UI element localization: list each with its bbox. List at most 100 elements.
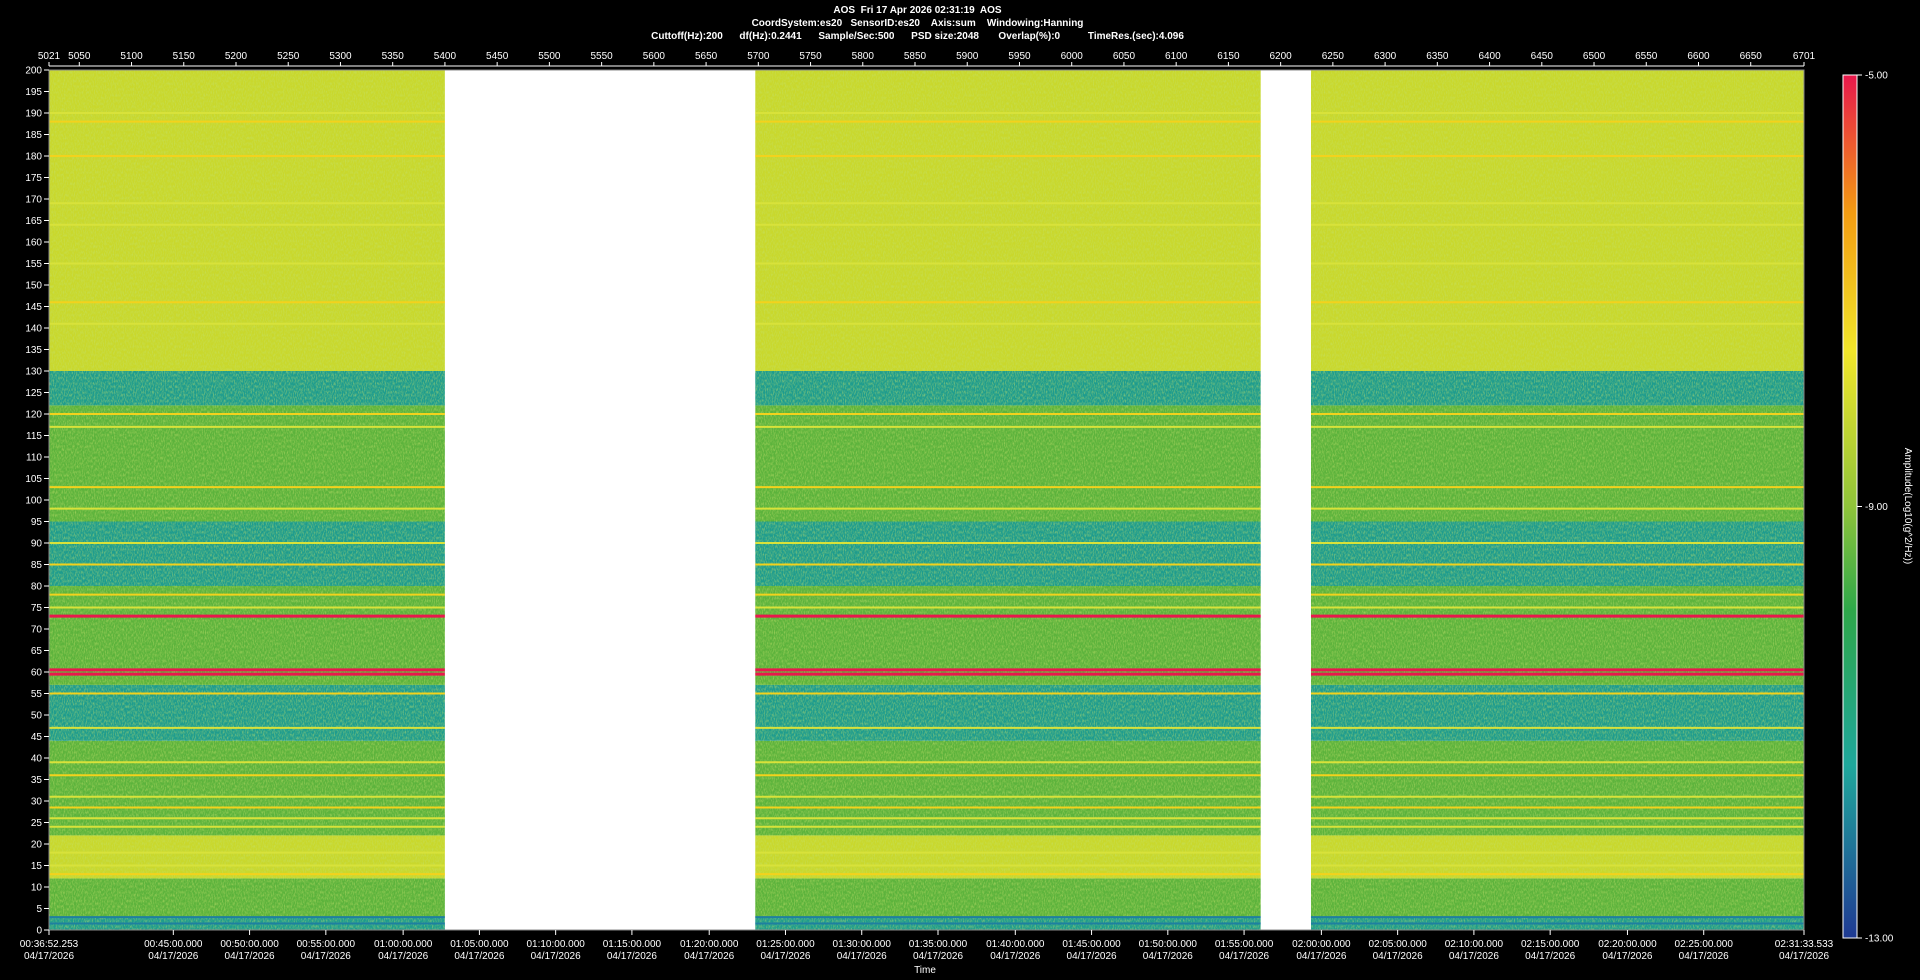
y-tick-label: 100: [25, 496, 42, 507]
y-tick-label: 185: [25, 130, 42, 141]
y-tick-label: 160: [25, 238, 42, 249]
y-tick-label: 105: [25, 474, 42, 485]
top-tick-label: 6250: [1322, 51, 1345, 62]
y-tick-label: 125: [25, 388, 42, 399]
bottom-tick-date: 04/17/2026: [1373, 951, 1423, 962]
y-tick-label: 170: [25, 195, 42, 206]
bottom-tick-date: 04/17/2026: [378, 951, 428, 962]
top-tick-label: 5500: [538, 51, 561, 62]
colorbar-tick-label: -13.00: [1865, 934, 1894, 945]
y-tick-label: 195: [25, 87, 42, 98]
top-tick-label: 5750: [799, 51, 822, 62]
y-tick-label: 40: [31, 754, 43, 765]
bottom-tick-time: 01:55:00.000: [1215, 939, 1274, 950]
y-tick-label: 180: [25, 152, 42, 163]
top-tick-label: 5021: [38, 51, 61, 62]
bottom-tick-time: 01:00:00.000: [374, 939, 433, 950]
y-tick-label: 155: [25, 259, 42, 270]
bottom-tick-date: 04/17/2026: [1067, 951, 1117, 962]
y-tick-label: 75: [31, 603, 43, 614]
data-gap: [444, 70, 756, 930]
y-tick-label: 5: [36, 904, 42, 915]
bottom-tick-date: 04/17/2026: [607, 951, 657, 962]
chart-header: AOS Fri 17 Apr 2026 02:31:19 AOS CoordSy…: [0, 4, 1835, 43]
data-gap: [1260, 70, 1311, 930]
bottom-tick-time: 00:45:00.000: [144, 939, 203, 950]
y-tick-label: 60: [31, 668, 43, 679]
bottom-tick-time: 02:05:00.000: [1368, 939, 1427, 950]
bottom-tick-date: 04/17/2026: [1679, 951, 1729, 962]
data-segment: [755, 70, 1261, 930]
noise-texture: [49, 70, 445, 930]
bottom-tick-time: 01:15:00.000: [603, 939, 662, 950]
y-tick-label: 130: [25, 367, 42, 378]
top-tick-label: 5150: [173, 51, 196, 62]
bottom-tick-date: 04/17/2026: [990, 951, 1040, 962]
y-tick-label: 120: [25, 410, 42, 421]
bottom-tick-date: 04/17/2026: [1602, 951, 1652, 962]
top-tick-label: 6600: [1687, 51, 1710, 62]
bottom-tick-time: 02:31:33.533: [1775, 939, 1834, 950]
bottom-tick-time: 01:05:00.000: [450, 939, 509, 950]
top-tick-label: 6000: [1061, 51, 1084, 62]
y-tick-label: 110: [26, 453, 42, 464]
data-segment: [1310, 70, 1804, 930]
bottom-tick-date: 04/17/2026: [837, 951, 887, 962]
colorbar-tick-label: -9.00: [1865, 502, 1888, 513]
bottom-tick-time: 01:10:00.000: [526, 939, 585, 950]
y-tick-label: 200: [25, 66, 42, 77]
bottom-tick-date: 04/17/2026: [1143, 951, 1193, 962]
top-tick-label: 5600: [643, 51, 666, 62]
top-tick-label: 5800: [852, 51, 875, 62]
bottom-tick-time: 00:50:00.000: [220, 939, 279, 950]
y-tick-label: 140: [25, 324, 42, 335]
bottom-tick-time: 02:00:00.000: [1292, 939, 1351, 950]
bottom-tick-date: 04/17/2026: [1449, 951, 1499, 962]
top-tick-label: 6500: [1583, 51, 1606, 62]
bottom-tick-time: 02:20:00.000: [1598, 939, 1657, 950]
bottom-tick-date: 04/17/2026: [684, 951, 734, 962]
bottom-tick-date: 04/17/2026: [301, 951, 351, 962]
chart-title: AOS Fri 17 Apr 2026 02:31:19 AOS: [833, 5, 1002, 16]
bottom-tick-date: 04/17/2026: [913, 951, 963, 962]
y-tick-label: 20: [31, 840, 43, 851]
y-tick-label: 80: [31, 582, 43, 593]
top-tick-label: 5250: [277, 51, 300, 62]
top-tick-label: 6550: [1635, 51, 1658, 62]
colorbar-scale: [1842, 74, 1858, 939]
bottom-tick-date: 04/17/2026: [1296, 951, 1346, 962]
top-tick-label: 5700: [747, 51, 770, 62]
bottom-tick-time: 02:25:00.000: [1675, 939, 1734, 950]
top-tick-label: 5950: [1008, 51, 1031, 62]
chart-subtitle-params: CoordSystem:es20 SensorID:es20 Axis:sum …: [751, 18, 1084, 29]
bottom-tick-time: 01:30:00.000: [833, 939, 892, 950]
bottom-tick-date: 04/17/2026: [148, 951, 198, 962]
y-tick-label: 85: [31, 560, 43, 571]
top-tick-label: 6050: [1113, 51, 1136, 62]
top-tick-label: 6701: [1793, 51, 1816, 62]
y-tick-label: 35: [31, 775, 43, 786]
bottom-tick-time: 00:55:00.000: [297, 939, 356, 950]
bottom-tick-time: 02:10:00.000: [1445, 939, 1504, 950]
y-tick-label: 150: [25, 281, 42, 292]
y-tick-label: 10: [31, 883, 43, 894]
y-tick-label: 190: [25, 109, 42, 120]
y-tick-label: 145: [25, 302, 42, 313]
top-tick-label: 6100: [1165, 51, 1188, 62]
y-tick-label: 175: [25, 173, 42, 184]
chart-subtitle-settings: Cuttoff(Hz):200 df(Hz):0.2441 Sample/Sec…: [651, 31, 1184, 42]
bottom-tick-date: 04/17/2026: [24, 951, 74, 962]
bottom-tick-time: 01:25:00.000: [756, 939, 815, 950]
bottom-tick-time: 01:40:00.000: [986, 939, 1045, 950]
y-tick-label: 0: [36, 926, 42, 937]
bottom-tick-time: 01:20:00.000: [680, 939, 739, 950]
top-tick-label: 5650: [695, 51, 718, 62]
data-segment: [49, 70, 445, 930]
bottom-tick-date: 04/17/2026: [454, 951, 504, 962]
top-tick-label: 6400: [1478, 51, 1501, 62]
y-tick-label: 15: [31, 861, 43, 872]
bottom-tick-time: 02:15:00.000: [1521, 939, 1580, 950]
bottom-tick-date: 04/17/2026: [1219, 951, 1269, 962]
top-tick-label: 5550: [590, 51, 613, 62]
